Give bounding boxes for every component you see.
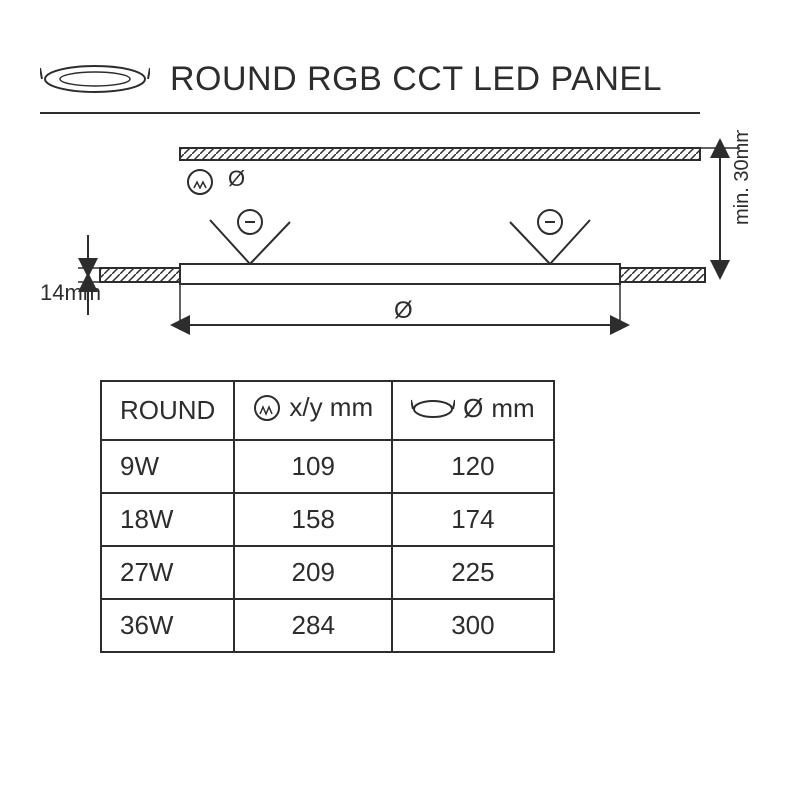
- col-diameter: Ømm: [392, 381, 554, 440]
- clearance-label: min. 30mm: [731, 130, 753, 225]
- table-row: 18W158174: [101, 493, 554, 546]
- table-row: 27W209225: [101, 546, 554, 599]
- table-row: 9W109120: [101, 440, 554, 493]
- diameter-symbol: Ø: [394, 297, 413, 324]
- cutout-icon: [253, 394, 281, 422]
- panel-small-icon: [411, 397, 455, 421]
- title-row: ROUND RGB CCT LED PANEL: [40, 58, 760, 100]
- panel-icon: [40, 58, 150, 100]
- col-cutout: x/y mm: [234, 381, 392, 440]
- page-title: ROUND RGB CCT LED PANEL: [170, 60, 662, 99]
- dimension-diagram: Ø min. 30mm 14mm: [40, 130, 760, 350]
- dimensions-table: ROUND x/y mm: [100, 380, 555, 653]
- svg-text:Ø: Ø: [228, 166, 245, 191]
- table-row: 36W284300: [101, 599, 554, 652]
- col-round: ROUND: [101, 381, 234, 440]
- thickness-label: 14mm: [40, 280, 101, 305]
- title-underline: [40, 112, 700, 114]
